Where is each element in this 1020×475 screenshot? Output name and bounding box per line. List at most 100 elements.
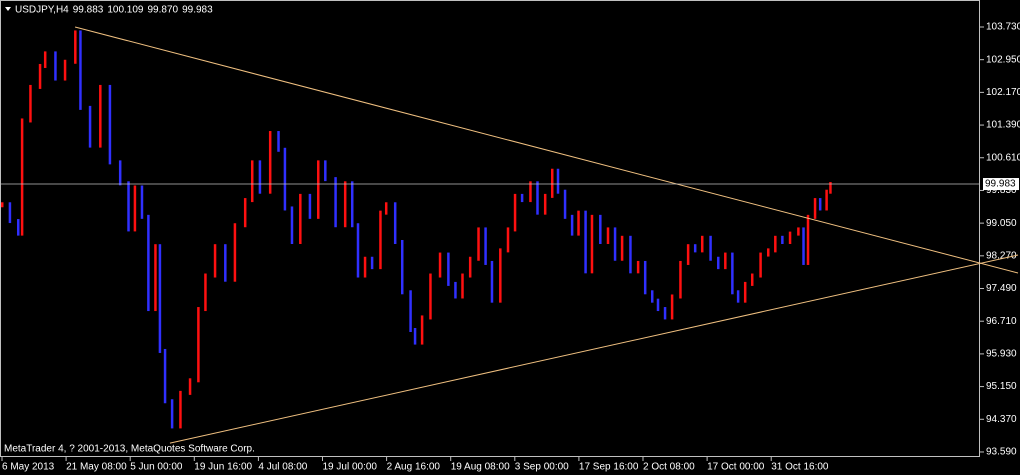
price-bar (163, 348, 167, 404)
price-bar (693, 244, 697, 253)
price-bar (140, 185, 144, 219)
price-bar (290, 206, 294, 244)
x-tick-label: 17 Oct 00:00 (707, 462, 765, 473)
price-bar (750, 273, 754, 286)
price-bar (484, 227, 487, 265)
header-value: 99.983 (182, 5, 213, 16)
price-bar (324, 160, 327, 182)
price-bar (243, 198, 247, 228)
price-bar (350, 181, 354, 228)
x-tick-label: 2 Oct 08:00 (643, 462, 695, 473)
y-tick-label: 102.950 (986, 54, 1020, 65)
x-tick-label: 17 Sep 16:00 (579, 462, 639, 473)
price-bar (400, 239, 404, 295)
price-bar (829, 182, 832, 194)
menu-arrow[interactable] (5, 7, 11, 11)
price-bar (563, 189, 567, 219)
price-bar (802, 227, 805, 265)
y-tick-label: 99.830 (986, 185, 1017, 196)
price-bar (158, 244, 162, 353)
y-tick-label: 102.170 (986, 87, 1020, 98)
price-bar (334, 177, 337, 228)
y-tick-label: 96.710 (986, 316, 1017, 327)
price-bar (797, 227, 800, 236)
price-bar (268, 131, 272, 194)
price-bar (224, 244, 227, 282)
x-tick-label: 6 May 2013 (2, 462, 55, 473)
price-bar (283, 147, 287, 211)
y-tick-label: 95.930 (986, 349, 1017, 360)
price-bar (774, 235, 777, 253)
y-tick-label: 99.050 (986, 218, 1017, 229)
price-bar (258, 160, 262, 194)
y-tick-label: 93.590 (986, 447, 1017, 458)
header-value: 100.109 (107, 5, 144, 16)
price-bar (29, 84, 32, 123)
price-bar (343, 181, 347, 228)
price-bar (0, 202, 4, 208)
price-bar (686, 244, 690, 265)
price-bar (613, 227, 617, 261)
price-bar (147, 214, 150, 312)
price-bar (577, 210, 580, 236)
price-bar (670, 294, 674, 320)
price-bar (590, 214, 594, 274)
y-tick-label: 100.610 (986, 152, 1020, 163)
price-bar (197, 307, 200, 383)
price-bar (700, 235, 704, 253)
header-value: 99.883 (73, 5, 104, 16)
y-tick-label: 101.390 (986, 120, 1020, 131)
price-bar (277, 131, 280, 152)
x-tick-label: 19 Aug 08:00 (451, 462, 510, 473)
price-bar (781, 235, 784, 244)
x-tick-label: 21 May 08:00 (66, 462, 127, 473)
price-bar (543, 193, 547, 215)
price-bar (188, 378, 192, 395)
price-bar (759, 252, 762, 278)
price-bar (108, 84, 112, 165)
price-bar (468, 256, 472, 278)
price-bar (656, 298, 660, 312)
price-bar (204, 273, 207, 312)
price-bar (584, 210, 587, 274)
price-bar (379, 210, 382, 270)
price-bar (99, 84, 102, 148)
price-bar (550, 168, 554, 198)
trendline (169, 254, 1019, 444)
price-bar (317, 160, 320, 219)
price-bar (629, 235, 632, 274)
price-bar (213, 244, 217, 278)
price-bar (233, 223, 237, 282)
price-bar (447, 252, 450, 286)
x-tick-label: 19 Jul 00:00 (323, 462, 378, 473)
price-bar (413, 328, 417, 345)
price-bar (743, 281, 747, 303)
x-tick-label: 4 Jul 08:00 (258, 462, 307, 473)
price-bar (356, 223, 360, 278)
plot-frame (0, 0, 980, 457)
price-bar (513, 193, 517, 232)
price-bar (429, 273, 432, 320)
price-bar (520, 193, 524, 203)
y-tick-label: 94.370 (986, 414, 1017, 425)
price-bar (43, 51, 47, 68)
price-bar (724, 252, 727, 270)
price-bar (299, 193, 302, 244)
price-bar (54, 51, 57, 81)
price-bar (438, 252, 442, 278)
price-bar (825, 189, 828, 211)
price-bar (731, 252, 734, 295)
price-bar (499, 248, 502, 303)
price-bar (529, 181, 532, 203)
price-label-box (983, 178, 1019, 191)
price-bar (536, 181, 539, 215)
price-bar (363, 256, 367, 278)
price-bar (170, 399, 174, 429)
price-bar (717, 256, 720, 270)
price-bar (477, 227, 480, 261)
price-bar (663, 307, 667, 320)
x-tick-label: 19 Jun 16:00 (194, 462, 252, 473)
